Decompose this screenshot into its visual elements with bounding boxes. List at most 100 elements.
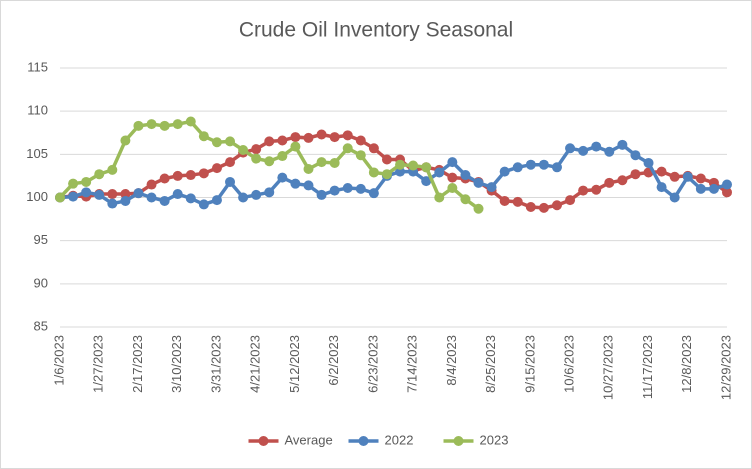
- data-point: [342, 183, 353, 194]
- data-point: [55, 192, 65, 203]
- data-point: [473, 177, 484, 188]
- data-point: [355, 135, 366, 146]
- legend-marker: [453, 436, 464, 446]
- x-tick-label: 6/23/2023: [365, 335, 380, 393]
- data-point: [172, 189, 183, 200]
- data-point: [185, 116, 196, 127]
- data-point: [342, 143, 353, 154]
- x-tick-label: 8/4/2023: [444, 335, 459, 386]
- data-point: [225, 136, 236, 147]
- data-point: [94, 189, 105, 200]
- data-point: [551, 200, 562, 211]
- y-tick-label: 115: [27, 59, 48, 74]
- data-point: [656, 166, 667, 177]
- data-point: [682, 171, 693, 182]
- x-tick-label: 8/25/2023: [483, 335, 498, 393]
- x-tick-label: 11/17/2023: [640, 335, 655, 399]
- x-tick-label: 12/8/2023: [679, 335, 694, 393]
- legend-label: 2022: [385, 432, 414, 447]
- x-tick-label: 1/27/2023: [91, 335, 106, 393]
- data-point: [120, 135, 131, 146]
- data-point: [329, 132, 340, 143]
- data-point: [303, 180, 314, 191]
- data-point: [290, 178, 301, 189]
- data-point: [159, 120, 170, 131]
- y-tick-label: 105: [26, 146, 48, 161]
- data-point: [630, 169, 641, 180]
- data-point: [395, 166, 406, 177]
- data-point: [578, 185, 589, 196]
- data-point: [316, 129, 327, 140]
- data-point: [94, 169, 105, 180]
- data-point: [708, 183, 719, 194]
- data-point: [421, 176, 432, 187]
- data-point: [290, 141, 301, 152]
- data-point: [381, 154, 392, 165]
- data-point: [146, 192, 157, 203]
- data-point: [460, 194, 471, 205]
- data-point: [146, 179, 157, 190]
- data-point: [342, 130, 353, 141]
- series-line: [59, 142, 728, 207]
- data-point: [185, 193, 196, 204]
- y-tick-label: 100: [26, 189, 48, 204]
- data-point: [368, 188, 379, 199]
- x-tick-label: 9/15/2023: [522, 335, 537, 393]
- data-point: [447, 172, 458, 183]
- data-point: [630, 150, 641, 161]
- series-line: [59, 132, 729, 210]
- data-point: [146, 119, 157, 130]
- data-point: [238, 145, 249, 156]
- data-point: [421, 162, 432, 173]
- data-point: [172, 119, 183, 130]
- data-point: [316, 157, 327, 168]
- data-point: [460, 170, 471, 181]
- data-point: [120, 195, 131, 206]
- data-point: [617, 175, 628, 186]
- data-point: [499, 195, 510, 206]
- data-point: [264, 156, 275, 167]
- data-point: [238, 192, 249, 203]
- data-point: [669, 192, 680, 203]
- data-point: [381, 169, 392, 180]
- data-point: [107, 189, 118, 200]
- data-point: [211, 163, 222, 174]
- data-point: [656, 182, 667, 193]
- data-point: [159, 173, 170, 184]
- data-point: [368, 143, 379, 154]
- data-point: [538, 159, 549, 170]
- data-point: [198, 168, 209, 179]
- data-point: [277, 172, 288, 183]
- y-tick-label: 85: [34, 318, 48, 333]
- x-tick-label: 3/10/2023: [169, 335, 184, 393]
- data-point: [722, 179, 732, 190]
- data-point: [198, 131, 209, 142]
- x-tick-label: 1/6/2023: [51, 335, 66, 386]
- data-point: [434, 167, 445, 178]
- data-point: [368, 167, 379, 178]
- data-point: [251, 144, 262, 155]
- data-point: [107, 164, 118, 175]
- legend-marker: [358, 436, 369, 446]
- data-point: [591, 184, 602, 195]
- data-point: [107, 198, 118, 209]
- data-point: [120, 189, 131, 200]
- data-point: [722, 187, 732, 198]
- data-point: [211, 137, 222, 148]
- data-point: [277, 135, 288, 146]
- data-point: [473, 203, 484, 214]
- data-point: [395, 159, 406, 170]
- data-point: [185, 170, 196, 181]
- data-point: [565, 143, 576, 154]
- legend-label: 2023: [480, 432, 509, 447]
- x-tick-label: 4/21/2023: [248, 335, 263, 393]
- data-point: [355, 150, 366, 161]
- data-point: [591, 141, 602, 152]
- data-point: [277, 151, 288, 162]
- data-point: [617, 139, 628, 150]
- data-point: [643, 157, 654, 168]
- x-tick-label: 2/17/2023: [130, 335, 145, 393]
- data-point: [329, 185, 340, 196]
